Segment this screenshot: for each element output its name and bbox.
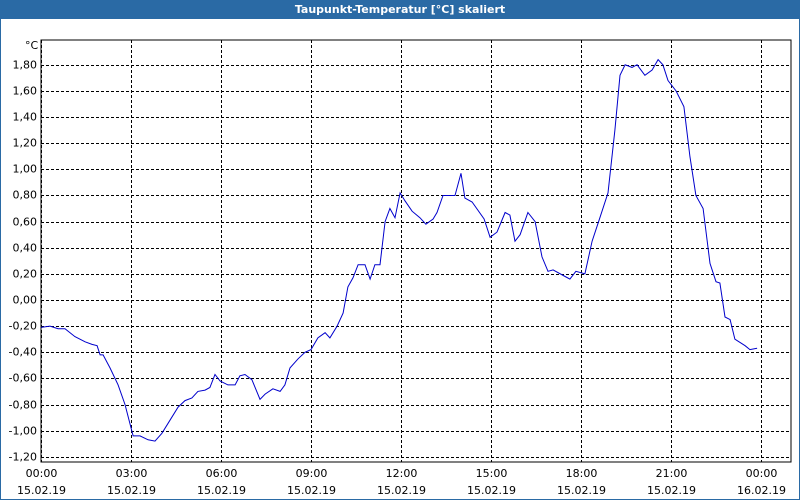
y-tick-label: 1,00 bbox=[13, 163, 38, 176]
y-tick-label: -0,80 bbox=[9, 399, 37, 412]
data-line bbox=[40, 58, 758, 442]
x-tick-label: 06:00 bbox=[206, 467, 238, 480]
y-tick-label: 0,20 bbox=[13, 268, 38, 281]
x-tick-label: 12:00 bbox=[386, 467, 418, 480]
x-tick-label: 18:00 bbox=[566, 467, 598, 480]
y-tick-label: 0,80 bbox=[13, 189, 38, 202]
x-tick-label: 15.02.19 bbox=[17, 484, 66, 497]
x-tick-label: 15.02.19 bbox=[557, 484, 606, 497]
x-tick-label: 15.02.19 bbox=[107, 484, 156, 497]
x-tick-label: 15.02.19 bbox=[467, 484, 516, 497]
y-tick-label: -0,60 bbox=[9, 372, 37, 385]
y-tick-label: 0,40 bbox=[13, 242, 38, 255]
x-tick-label: 21:00 bbox=[656, 467, 688, 480]
y-tick-label: -1,00 bbox=[9, 425, 37, 438]
x-tick-label: 15:00 bbox=[476, 467, 508, 480]
y-axis-label: °C bbox=[25, 39, 39, 52]
y-tick-label: -1,20 bbox=[9, 451, 37, 464]
x-tick-label: 15.02.19 bbox=[287, 484, 336, 497]
y-tick-label: 0,60 bbox=[13, 216, 38, 229]
y-tick-label: 1,40 bbox=[13, 111, 38, 124]
x-tick-label: 15.02.19 bbox=[197, 484, 246, 497]
y-tick-label: -0,40 bbox=[9, 346, 37, 359]
x-tick-label: 00:00 bbox=[26, 467, 58, 480]
x-tick-label: 09:00 bbox=[296, 467, 328, 480]
y-tick-label: 0,00 bbox=[13, 294, 38, 307]
x-tick-label: 15.02.19 bbox=[377, 484, 426, 497]
x-tick-label: 00:00 bbox=[746, 467, 778, 480]
x-tick-label: 16.02.19 bbox=[737, 484, 786, 497]
y-tick-label: -0,20 bbox=[9, 320, 37, 333]
chart-title: Taupunkt-Temperatur [°C] skaliert bbox=[295, 3, 505, 16]
y-tick-label: 1,60 bbox=[13, 85, 38, 98]
x-tick-label: 03:00 bbox=[116, 467, 148, 480]
title-bar bbox=[0, 0, 800, 19]
x-tick-label: 15.02.19 bbox=[647, 484, 696, 497]
y-tick-label: 1,80 bbox=[13, 59, 38, 72]
y-tick-label: 1,20 bbox=[13, 137, 38, 150]
